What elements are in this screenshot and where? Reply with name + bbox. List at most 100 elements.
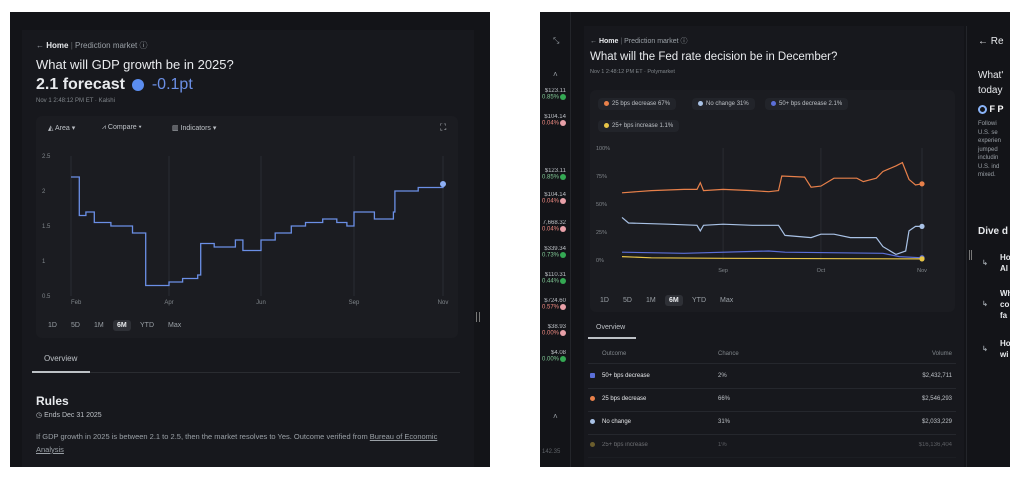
table-row[interactable]: 25+ bps increase 1% $16,136,404 [588, 435, 956, 458]
range-6m[interactable]: 6M [113, 320, 131, 331]
area-dropdown[interactable]: ◭ Area ▾ [48, 125, 76, 132]
ticker-item[interactable]: $110.31 0.44% [540, 272, 566, 285]
outcome-volume: $2,033,229 [921, 419, 952, 425]
back-button[interactable]: ← Re [978, 36, 1004, 47]
forecast-change: -0.1pt [151, 76, 193, 93]
ticker-footer: 142.35 [542, 449, 561, 455]
compare-icon: ⩘ [102, 124, 108, 131]
scroll-up-icon[interactable]: ˄ [553, 70, 558, 79]
range-1m[interactable]: 1M [646, 297, 656, 304]
breadcrumb-section[interactable]: Prediction market [624, 38, 679, 45]
range-max[interactable]: Max [720, 297, 734, 304]
divider [570, 12, 571, 467]
ticker-price: $123.11 [544, 168, 566, 174]
down-arrow-icon [560, 120, 566, 126]
ticker-change: 0.00% [541, 356, 559, 363]
ticker-item[interactable]: $724.60 0.57% [540, 298, 566, 311]
resize-handle[interactable] [476, 312, 480, 322]
y-tick-label: 100% [596, 146, 610, 152]
table-row[interactable]: 25 bps decrease 66% $2,546,293 [588, 389, 956, 412]
series-end-marker [919, 256, 925, 262]
reply-arrow-icon: ↳ [982, 301, 988, 308]
snippet-line: U.S. se [978, 129, 998, 136]
ticker-item[interactable]: $123.11 0.85% [540, 168, 566, 181]
snippet-line: Followi [978, 121, 997, 127]
tab-overview[interactable]: Overview [44, 354, 78, 363]
range-selector: 1D 5D 1M 6M YTD Max [596, 295, 796, 309]
resize-handle[interactable] [969, 250, 972, 260]
gdp-chart[interactable]: Feb Apr Jun Sep Nov 0.5 1 1.5 2 2.5 [36, 146, 458, 316]
ticker-item[interactable]: $104.14 0.04% [540, 192, 566, 205]
x-tick-label: Sep [718, 268, 728, 274]
timestamp: Nov 1 2:48:12 PM ET [590, 69, 643, 75]
ticker-price: $104.14 [544, 192, 566, 198]
source[interactable]: Kalshi [98, 98, 115, 104]
indicators-dropdown[interactable]: ▥ Indicators ▾ [172, 125, 217, 132]
legend-chip[interactable]: No change 31% [692, 98, 755, 111]
dive-deeper-item[interactable]: ↳ Ho Al [982, 253, 1010, 273]
breadcrumb-home[interactable]: Home [598, 38, 619, 45]
ticker-price: $339.34 [544, 246, 566, 252]
info-icon[interactable]: ⓘ [139, 41, 148, 50]
ticker-change: 0.44% [541, 278, 559, 285]
outcome-color-icon [590, 442, 595, 447]
up-arrow-icon [560, 94, 566, 100]
reply-arrow-icon: ↳ [982, 260, 988, 267]
article-headline[interactable]: What' today [978, 70, 1004, 96]
legend-dot-icon [604, 123, 609, 128]
tab-overview[interactable]: Overview [596, 324, 626, 331]
ticker-item[interactable]: 7,668.32 0.04% [540, 220, 566, 233]
range-1m[interactable]: 1M [94, 322, 104, 329]
legend-chip[interactable]: 25 bps decrease 67% [598, 98, 677, 111]
outcome-chance: 31% [718, 419, 731, 425]
legend-dot-icon [604, 101, 609, 106]
table-row[interactable]: No change 31% $2,033,229 [588, 412, 956, 435]
x-tick-label: Feb [71, 300, 82, 306]
rules-heading: Rules [36, 394, 69, 408]
range-ytd[interactable]: YTD [692, 297, 706, 304]
dive-deeper-item[interactable]: ↳ Ho wi [982, 339, 1010, 359]
series-line-50-bps-decrease [621, 250, 923, 259]
dive-deeper-heading: Dive d [978, 226, 1009, 237]
legend-chip[interactable]: 25+ bps increase 1.1% [598, 120, 680, 133]
ticker-item[interactable]: $339.34 0.73% [540, 246, 566, 259]
fullscreen-icon[interactable]: ⛶ [440, 122, 447, 132]
range-1d[interactable]: 1D [600, 297, 609, 304]
range-1d[interactable]: 1D [48, 322, 57, 329]
info-icon[interactable]: ⓘ [680, 38, 688, 45]
range-ytd[interactable]: YTD [140, 322, 154, 329]
dive-deeper-item[interactable]: ↳ Wh co fa [982, 289, 1010, 320]
outcome-name: 50+ bps decrease [602, 373, 650, 379]
ticker-item[interactable]: $123.11 0.85% [540, 88, 566, 101]
collapse-icon[interactable]: ⤡ [553, 36, 560, 45]
breadcrumb-section[interactable]: Prediction market [75, 41, 138, 50]
fed-chart[interactable]: Sep Oct Nov 0% 25% 50% 75% 100% [590, 140, 955, 290]
table-header: Outcome Chance Volume [588, 346, 956, 364]
breadcrumb-home[interactable]: Home [46, 41, 69, 50]
down-arrow-icon [132, 78, 145, 91]
ticker-price: $104.14 [544, 114, 566, 120]
table-row[interactable]: 50+ bps decrease 2% $2,432,711 [588, 366, 956, 389]
scroll-up-icon[interactable]: ˄ [553, 412, 558, 421]
snippet-line: U.S. ind [978, 163, 1000, 170]
outcome-chance: 2% [718, 373, 727, 379]
timestamp: Nov 1 2:48:12 PM ET [36, 98, 94, 104]
range-5d[interactable]: 5D [71, 322, 80, 329]
ticker-price: $38.93 [547, 324, 566, 330]
range-6m[interactable]: 6M [665, 295, 683, 306]
source[interactable]: Polymarket [647, 69, 675, 75]
down-arrow-icon [560, 330, 566, 336]
end-date: ◷ Ends Dec 31 2025 [36, 412, 102, 419]
bea-link[interactable]: Bureau of Economic Analysis [36, 432, 438, 454]
range-max[interactable]: Max [168, 322, 182, 329]
compare-dropdown[interactable]: ⩘ Compare ▾ [102, 124, 142, 131]
ticker-item[interactable]: $38.93 0.00% [540, 324, 566, 337]
ticker-item[interactable]: $4.08 0.00% [540, 350, 566, 363]
article-snippet: Followi U.S. se experien jumped includin U.S.… [978, 120, 1001, 180]
ticker-item[interactable]: $104.14 0.04% [540, 114, 566, 127]
ticker-change: 0.04% [541, 198, 559, 205]
outcome-color-icon [590, 419, 595, 424]
range-5d[interactable]: 5D [623, 297, 632, 304]
ticker-change: 0.04% [541, 120, 559, 127]
legend-chip[interactable]: 50+ bps decrease 2.1% [765, 98, 849, 111]
